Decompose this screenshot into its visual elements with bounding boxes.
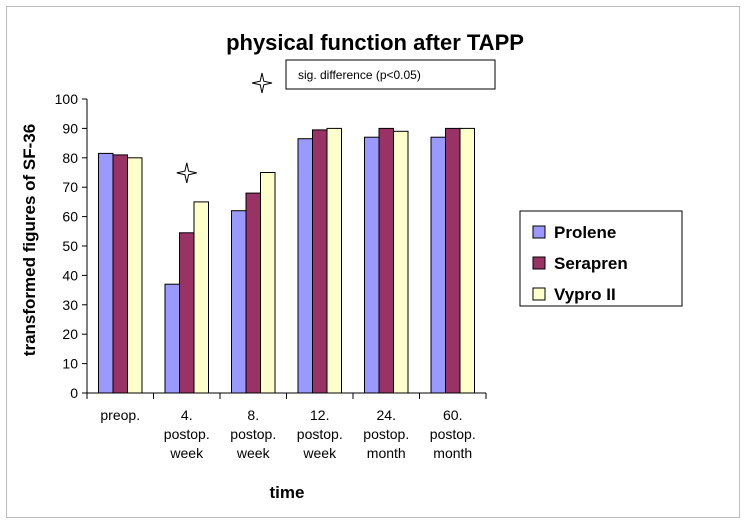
bar-serapren <box>179 232 195 394</box>
bar-prolene <box>364 136 380 394</box>
x-tick-label: 24. postop. month <box>363 407 409 461</box>
bar-serapren <box>312 129 328 394</box>
x-tick-label: 60. postop. month <box>430 407 476 461</box>
y-tick-label: 20 <box>62 326 78 342</box>
legend: Prolene Serapren Vypro II <box>519 210 683 307</box>
bar-vypro-ii <box>459 127 475 394</box>
x-tick-label: 4. postop. week <box>164 407 210 461</box>
y-tick-label: 90 <box>62 120 78 136</box>
x-axis: preop. 4. postop. week 8. postop. week 12. posto… <box>86 392 487 461</box>
bar-vypro-ii <box>326 127 342 394</box>
bar-serapren <box>445 127 461 394</box>
x-tick-label: 12. postop. week <box>297 407 343 461</box>
bar-serapren <box>245 192 261 394</box>
significance-star-icon <box>251 72 273 94</box>
y-tick-label: 40 <box>62 267 78 283</box>
bar-prolene <box>297 138 313 394</box>
bar-vypro-ii <box>127 157 143 394</box>
bar-vypro-ii <box>260 172 276 394</box>
significance-key-label: sig. difference (p<0.05) <box>298 68 421 82</box>
bar-vypro-ii <box>393 130 409 394</box>
y-tick-label: 60 <box>62 209 78 225</box>
y-tick-label: 0 <box>70 385 78 401</box>
x-tick-label: preop. <box>100 407 140 423</box>
bar-vypro-ii <box>193 201 209 394</box>
y-tick-label: 100 <box>55 91 79 107</box>
legend-swatch <box>532 287 546 301</box>
significance-markers <box>176 162 197 184</box>
significance-key: sig. difference (p<0.05) <box>251 59 496 94</box>
y-tick-label: 70 <box>62 179 78 195</box>
x-axis-title: time <box>270 483 305 502</box>
bar-serapren <box>112 154 128 394</box>
bar-prolene <box>98 152 114 394</box>
bar-prolene <box>430 136 446 394</box>
bar-prolene <box>164 283 180 394</box>
legend-swatch <box>532 225 546 239</box>
chart-title: physical function after TAPP <box>226 30 524 55</box>
significance-key-box <box>285 59 496 90</box>
legend-swatch <box>532 256 546 270</box>
y-tick-label: 30 <box>62 297 78 313</box>
y-tick-label: 10 <box>62 356 78 372</box>
chart-frame <box>6 6 740 518</box>
y-axis-title: transformed figures of SF-36 <box>20 124 39 356</box>
legend-label: Prolene <box>554 223 616 242</box>
legend-label: Serapren <box>554 254 628 273</box>
y-tick-label: 50 <box>62 238 78 254</box>
bars <box>98 127 475 394</box>
bar-serapren <box>378 127 394 394</box>
bar-prolene <box>231 210 247 394</box>
legend-label: Vypro II <box>554 285 616 304</box>
x-tick-label: 8. postop. week <box>230 407 276 461</box>
y-axis: 0 10 20 30 40 50 60 70 80 90 100 <box>55 91 88 401</box>
y-tick-label: 80 <box>62 150 78 166</box>
legend-box <box>519 210 683 307</box>
significance-star-icon <box>176 162 197 184</box>
